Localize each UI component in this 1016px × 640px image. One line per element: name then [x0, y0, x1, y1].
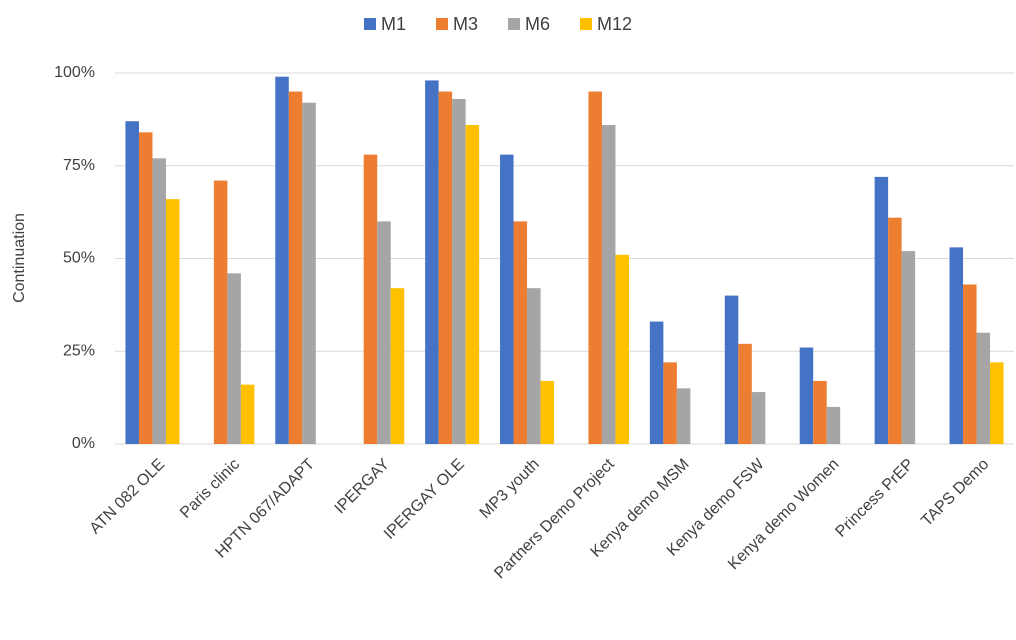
bar — [438, 91, 453, 445]
x-tick-label: ATN 082 OLE — [87, 456, 169, 538]
y-axis-label: Continuation — [11, 213, 28, 303]
bar — [738, 343, 752, 444]
bar — [963, 284, 977, 444]
bar — [275, 76, 289, 445]
legend-swatch — [436, 18, 448, 30]
bar — [949, 247, 964, 444]
y-tick-label: 0% — [72, 435, 95, 452]
x-tick-label: Princess PrEP — [832, 456, 917, 541]
bar — [138, 132, 153, 445]
x-tick-label: TAPS Demo — [918, 456, 992, 530]
x-tick-label: IPERGAY OLE — [381, 456, 468, 543]
bar — [425, 80, 439, 445]
bar — [152, 158, 166, 444]
y-tick-label: 75% — [63, 157, 95, 174]
bar — [465, 124, 480, 444]
bar — [390, 288, 405, 444]
bar — [751, 392, 766, 444]
bar — [588, 91, 602, 445]
bar — [377, 221, 391, 444]
y-tick-label: 50% — [63, 250, 95, 267]
y-tick-label: 25% — [63, 342, 95, 359]
legend-swatch — [508, 18, 520, 30]
bar — [888, 217, 902, 444]
bar — [302, 102, 316, 445]
bar — [288, 91, 303, 445]
bar — [813, 380, 827, 444]
bar — [901, 251, 916, 444]
bar — [976, 332, 991, 444]
bar — [513, 221, 528, 444]
bar — [500, 154, 514, 444]
bar — [240, 384, 255, 444]
bar — [165, 199, 180, 444]
bar — [799, 347, 814, 444]
bar — [601, 124, 616, 444]
bar — [826, 406, 841, 444]
y-tick-label: 100% — [54, 64, 95, 81]
bar — [452, 98, 466, 444]
legend-label: M3 — [453, 14, 478, 34]
bar — [540, 380, 555, 444]
bar — [615, 254, 629, 444]
bar — [363, 154, 378, 444]
legend-swatch — [364, 18, 376, 30]
legend-label: M1 — [381, 14, 406, 34]
x-tick-label: IPERGAY — [332, 456, 394, 518]
legend-label: M12 — [597, 14, 632, 34]
bar — [663, 362, 677, 444]
bar — [649, 321, 664, 444]
x-tick-label: Partners Demo Project — [491, 455, 618, 582]
bar — [227, 273, 241, 444]
bar — [527, 288, 541, 444]
bar — [990, 362, 1004, 444]
bar — [676, 388, 691, 444]
legend-swatch — [580, 18, 592, 30]
x-tick-label: Paris clinic — [177, 456, 243, 522]
bar — [213, 180, 228, 444]
legend-label: M6 — [525, 14, 550, 34]
bar — [125, 121, 139, 444]
bar — [724, 295, 739, 444]
bar — [874, 176, 889, 444]
x-tick-label: MP3 youth — [477, 456, 543, 522]
